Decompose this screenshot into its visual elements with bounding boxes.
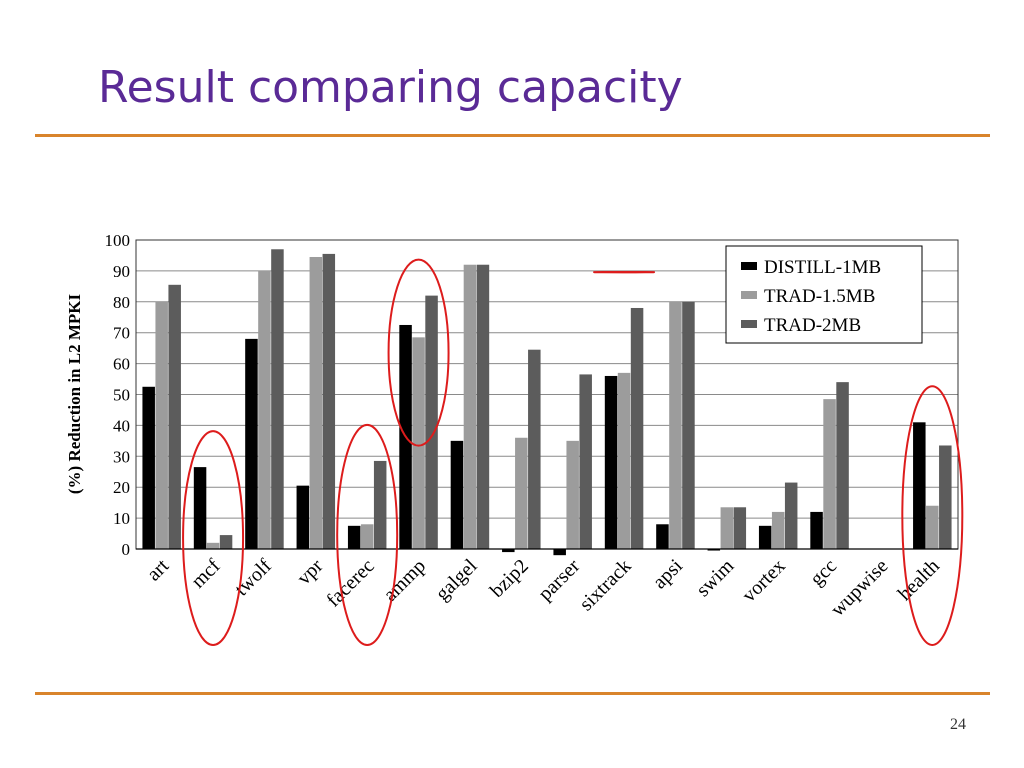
bar-mcf-1 — [193, 467, 207, 549]
y-tick-label: 80 — [113, 293, 130, 312]
legend-box — [725, 245, 923, 344]
bar-galgel-3 — [476, 264, 490, 549]
bar-gcc-3 — [836, 382, 849, 549]
bar-health-2 — [926, 505, 939, 549]
page-number: 24 — [950, 716, 966, 733]
y-tick-label: 100 — [105, 231, 131, 250]
bar-galgel-1 — [450, 440, 464, 549]
highlight-circles — [182, 258, 964, 647]
legend-swatch — [741, 291, 757, 299]
bar-sixtrack-2 — [617, 372, 631, 549]
y-axis-label: (%) Reduction in L2 MPKI — [65, 294, 84, 495]
bar-art-1 — [142, 386, 155, 549]
bar-parser-2 — [566, 440, 579, 549]
y-tick-label: 60 — [113, 355, 130, 374]
bar-galgel-2 — [463, 264, 477, 549]
x-tick-label-twolf: twolf — [231, 555, 277, 601]
legend-label: TRAD-2MB — [764, 315, 861, 336]
bar-twolf-3 — [271, 249, 284, 549]
bar-mcf-3 — [219, 535, 233, 549]
legend-label: DISTILL-1MB — [764, 257, 881, 278]
highlight-circle-health — [901, 385, 964, 647]
bar-vortex-1 — [758, 525, 772, 549]
bar-health-1 — [913, 422, 926, 549]
x-tick-label-ammp: ammp — [379, 555, 430, 606]
bar-sixtrack-1 — [604, 375, 618, 549]
highlight-circle-ammp — [387, 258, 450, 447]
bars — [142, 249, 952, 556]
x-tick-label-vpr: vpr — [293, 555, 328, 590]
y-tick-label: 70 — [113, 324, 130, 343]
x-tick-label-galgel: galgel — [431, 555, 481, 605]
bar-ammp-2 — [412, 337, 425, 549]
x-tick-label-art: art — [143, 555, 174, 586]
bar-twolf-2 — [258, 270, 271, 549]
bar-apsi-2 — [669, 301, 682, 549]
x-tick-label-mcf: mcf — [187, 555, 225, 593]
bar-parser-1 — [553, 549, 566, 556]
bar-facerec-1 — [347, 525, 361, 549]
footer-divider — [35, 692, 990, 695]
y-tick-label: 30 — [113, 447, 130, 466]
highlight-circle-facerec — [336, 423, 399, 647]
x-tick-label-sixtrack: sixtrack — [575, 555, 635, 615]
y-tick-labels: 0 10 20 30 40 50 60 70 80 90 100 — [105, 231, 131, 559]
bar-bzip2-3 — [528, 349, 541, 549]
bar-facerec-3 — [373, 460, 387, 549]
bar-swim-2 — [720, 507, 734, 549]
bar-apsi-1 — [656, 524, 669, 549]
y-tick-label: 10 — [113, 509, 130, 528]
bar-ammp-3 — [425, 295, 438, 549]
slide-title: Result comparing capacity — [98, 62, 683, 113]
y-tick-label: 0 — [122, 540, 131, 559]
highlight-circle-mcf — [182, 430, 245, 646]
x-tick-label-gcc: gcc — [806, 555, 841, 590]
legend: DISTILL-1MB TRAD-1.5MB TRAD-2MB — [725, 245, 923, 344]
y-tick-label: 50 — [113, 386, 130, 405]
title-divider — [35, 134, 990, 137]
x-tick-label-apsi: apsi — [649, 555, 688, 594]
bar-swim-1 — [707, 549, 721, 551]
bar-twolf-1 — [245, 338, 258, 549]
bar-vortex-3 — [784, 482, 798, 549]
bar-bzip2-2 — [515, 437, 528, 549]
bar-vpr-1 — [296, 485, 310, 549]
x-tick-label-vortex: vortex — [738, 555, 790, 607]
x-tick-label-wupwise: wupwise — [827, 555, 893, 621]
x-tick-label-bzip2: bzip2 — [486, 555, 533, 602]
bar-mcf-2 — [206, 542, 220, 549]
bar-sixtrack-3 — [630, 307, 644, 549]
bar-vpr-3 — [322, 253, 336, 549]
bar-gcc-2 — [823, 399, 836, 549]
y-tick-label: 90 — [113, 262, 130, 281]
bar-gcc-1 — [810, 511, 823, 549]
x-tick-label-facerec: facerec — [322, 555, 378, 611]
bar-health-3 — [939, 445, 952, 549]
axes — [135, 239, 959, 550]
bar-swim-3 — [733, 507, 747, 549]
bar-vpr-2 — [309, 256, 323, 549]
bar-apsi-3 — [682, 301, 695, 549]
legend-label: TRAD-1.5MB — [764, 286, 875, 307]
x-tick-label-swim: swim — [692, 555, 739, 602]
legend-swatch — [741, 262, 757, 270]
legend-swatch — [741, 320, 757, 328]
bar-parser-3 — [579, 374, 592, 549]
bar-vortex-2 — [771, 511, 785, 549]
y-tick-label: 20 — [113, 478, 130, 497]
y-tick-label: 40 — [113, 416, 130, 435]
bar-art-2 — [155, 301, 168, 549]
bar-art-3 — [168, 284, 181, 549]
bar-facerec-2 — [360, 524, 374, 549]
bar-bzip2-1 — [502, 549, 515, 553]
x-tick-label-health: health — [894, 555, 944, 605]
